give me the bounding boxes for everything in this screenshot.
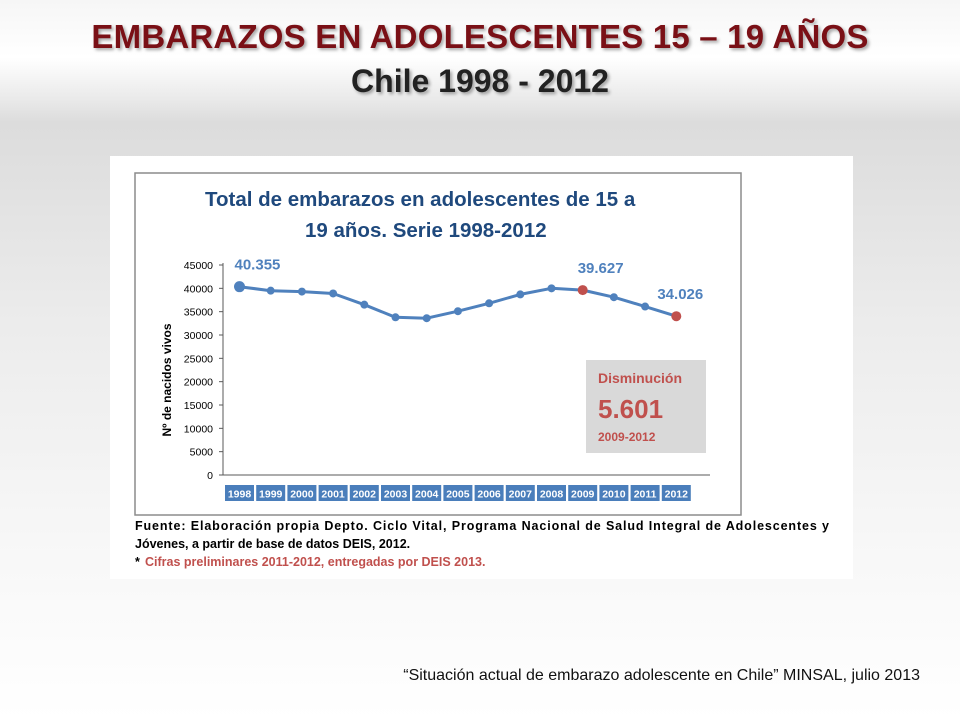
y-tick-label: 45000: [184, 260, 213, 272]
chart-title-line1: Total de embarazos en adolescentes de 15…: [205, 188, 636, 211]
x-tick-label: 1998: [228, 489, 252, 501]
source-note-preliminary: Cifras preliminares 2011-2012, entregada…: [145, 555, 485, 569]
x-category-band: [443, 485, 473, 501]
y-tick-label: 20000: [184, 377, 213, 389]
source-note-line1: Fuente: Elaboración propia Depto. Ciclo …: [135, 519, 829, 533]
data-label: 34.026: [657, 286, 703, 303]
x-category-band: [661, 485, 691, 501]
x-category-band: [505, 485, 535, 501]
y-tick-label: 35000: [184, 307, 213, 319]
x-category-band: [599, 485, 629, 501]
data-point: [609, 293, 618, 302]
data-point: [453, 307, 462, 316]
y-tick-label: 15000: [184, 400, 213, 412]
x-category-band: [256, 485, 286, 501]
highlighted-data-point: [671, 311, 682, 322]
chart-title-line2: 19 años. Serie 1998-2012: [305, 219, 547, 242]
x-category-band: [412, 485, 442, 501]
y-tick-label: 25000: [184, 353, 213, 365]
x-category-band: [225, 485, 254, 501]
source-citation: “Situación actual de embarazo adolescent…: [403, 667, 920, 684]
x-category-band: [474, 485, 504, 501]
chart-frame: [134, 172, 742, 516]
data-label: 39.627: [578, 260, 624, 277]
data-point: [516, 290, 525, 299]
data-point: [547, 284, 556, 293]
data-point: [485, 299, 494, 308]
x-tick-label: 2008: [540, 489, 564, 501]
chart-svg: Total de embarazos en adolescentes de 15…: [134, 172, 829, 569]
data-point: [234, 281, 245, 293]
data-point: [422, 314, 431, 323]
x-tick-label: 2003: [384, 489, 408, 501]
x-tick-label: 2009: [571, 489, 595, 501]
x-tick-label: 2004: [415, 489, 439, 501]
data-point: [391, 313, 400, 322]
y-tick-label: 0: [207, 470, 213, 482]
data-point: [641, 302, 650, 311]
x-tick-label: 1999: [259, 489, 283, 501]
chart-figure: Total de embarazos en adolescentes de 15…: [110, 156, 853, 579]
y-tick-label: 30000: [184, 330, 213, 342]
highlighted-data-point: [577, 285, 588, 296]
x-tick-label: 2011: [634, 489, 657, 501]
data-label: 40.355: [235, 257, 281, 274]
y-tick-label: 10000: [184, 423, 213, 435]
callout-label: Disminución: [598, 370, 682, 386]
decrease-callout: [586, 360, 706, 453]
x-category-band: [287, 485, 317, 501]
data-point: [266, 286, 275, 295]
source-note-asterisk: *: [135, 555, 140, 569]
x-tick-label: 2006: [477, 489, 501, 501]
slide-subtitle: Chile 1998 - 2012: [351, 63, 609, 99]
callout-value: 5.601: [598, 394, 663, 424]
x-tick-label: 2000: [290, 489, 314, 501]
x-category-band: [537, 485, 566, 501]
data-point: [329, 289, 338, 298]
y-axis-label: Nº de nacidos vivos: [160, 323, 174, 436]
x-tick-label: 2005: [446, 489, 470, 501]
x-category-band: [349, 485, 379, 501]
x-category-band: [318, 485, 348, 501]
source-note-line2: Jóvenes, a partir de base de datos DEIS,…: [135, 537, 410, 551]
x-category-band: [630, 485, 660, 501]
y-tick-label: 5000: [190, 447, 214, 459]
x-category-band: [381, 485, 410, 501]
y-tick-label: 40000: [184, 283, 213, 295]
x-tick-label: 2001: [321, 489, 345, 501]
x-category-band: [568, 485, 598, 501]
callout-period: 2009-2012: [598, 430, 656, 444]
data-point: [297, 287, 306, 296]
x-tick-label: 2012: [665, 489, 689, 501]
data-point: [360, 300, 369, 309]
x-tick-label: 2007: [509, 489, 533, 501]
x-tick-label: 2002: [353, 489, 377, 501]
x-tick-label: 2010: [602, 489, 626, 501]
slide-title: EMBARAZOS EN ADOLESCENTES 15 – 19 AÑOS: [91, 18, 869, 55]
